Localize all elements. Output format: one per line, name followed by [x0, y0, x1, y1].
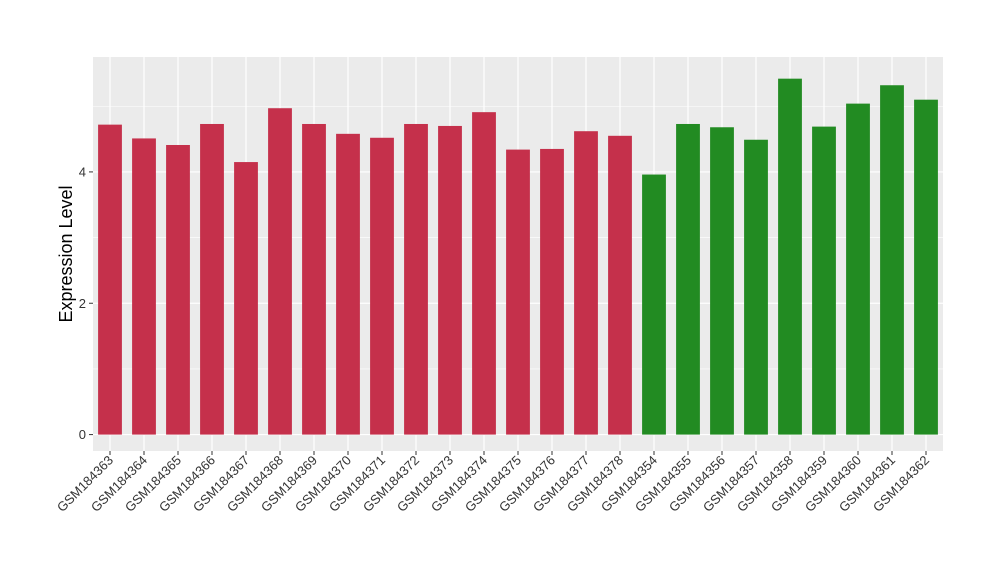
y-axis-label: Expression Level	[56, 185, 76, 322]
bar-GSM184374	[472, 112, 496, 435]
bar-GSM184356	[710, 127, 734, 435]
bar-GSM184357	[744, 139, 768, 435]
bar-GSM184371	[370, 137, 394, 435]
y-axis: 0 2 4	[79, 164, 93, 442]
bar-GSM184364	[132, 138, 156, 435]
bar-GSM184362	[914, 99, 938, 435]
bar-GSM184367	[234, 162, 258, 435]
bar-GSM184354	[642, 174, 666, 435]
bar-GSM184355	[676, 123, 700, 435]
y-tick-label: 4	[79, 164, 86, 179]
bar-GSM184366	[200, 123, 224, 435]
bar-GSM184359	[812, 126, 836, 435]
bar-GSM184368	[268, 108, 292, 435]
bar-GSM184360	[846, 103, 870, 435]
bar-GSM184373	[438, 125, 462, 435]
y-tick-label: 0	[79, 427, 86, 442]
bar-GSM184358	[778, 78, 802, 435]
bar-GSM184372	[404, 123, 428, 435]
bar-GSM184377	[574, 131, 598, 435]
bar-GSM184370	[336, 133, 360, 435]
y-tick-label: 2	[79, 296, 86, 311]
bar-GSM184369	[302, 123, 326, 435]
x-axis: GSM184363GSM184364GSM184365GSM184366GSM1…	[54, 451, 932, 515]
bar-GSM184363	[98, 124, 122, 435]
bars	[98, 78, 938, 435]
bar-GSM184361	[880, 85, 904, 435]
bar-GSM184375	[506, 149, 530, 435]
bar-GSM184376	[540, 148, 564, 435]
bar-GSM184378	[608, 135, 632, 435]
bar-GSM184365	[166, 144, 190, 435]
